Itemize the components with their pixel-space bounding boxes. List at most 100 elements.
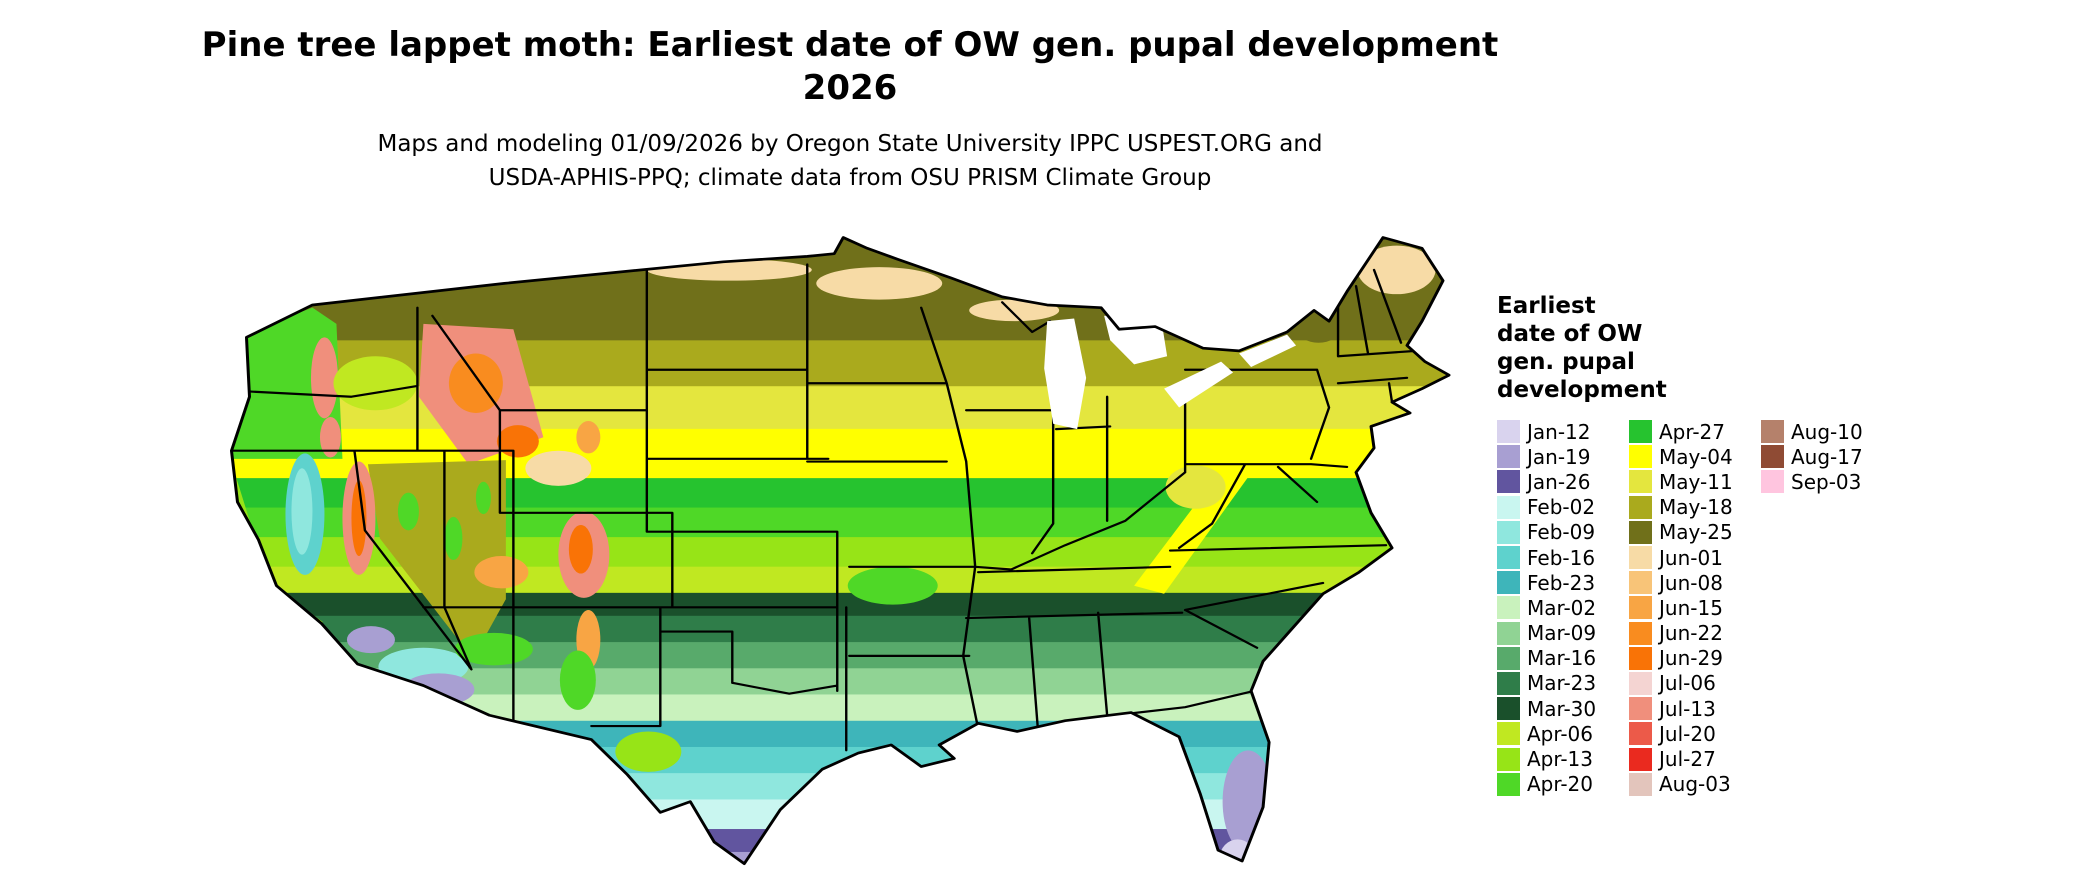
map-feature-great-basin-ranges	[397, 492, 419, 531]
map-legend: Earliest date of OW gen. pupal developme…	[1497, 292, 2077, 797]
legend-date-label: Sep-03	[1791, 469, 1862, 494]
title-line-2: 2026	[802, 68, 898, 108]
legend-date-label: Mar-02	[1527, 595, 1597, 620]
map-feature-northern-minnesota	[816, 267, 943, 300]
legend-date-label: Apr-20	[1527, 772, 1593, 797]
legend-date-label: Apr-06	[1527, 721, 1593, 746]
legend-swatch	[1629, 596, 1652, 620]
legend-column: Jan-12 Jan-19 Jan-26 Feb-02 Feb-09 Feb-16 Feb-…	[1497, 419, 1603, 797]
map-feature-sierra-crest	[351, 480, 367, 556]
legend-date-label: Feb-16	[1527, 545, 1596, 570]
page-subtitle: Maps and modeling 01/09/2026 by Oregon S…	[150, 127, 1550, 195]
subtitle-line-1: Maps and modeling 01/09/2026 by Oregon S…	[377, 131, 1323, 157]
legend-swatch	[1497, 470, 1520, 494]
legend-item: Aug-17	[1761, 444, 1867, 469]
legend-swatch	[1497, 596, 1520, 620]
legend-date-label: Apr-27	[1659, 419, 1725, 444]
map-feature-new-mexico-highlands	[559, 650, 596, 710]
legend-date-label: Jan-19	[1527, 444, 1591, 469]
map-band-Jan-26	[231, 829, 1450, 854]
legend-swatch	[1497, 697, 1520, 721]
legend-swatch	[1497, 747, 1520, 771]
legend-title-line: date of OW	[1497, 321, 1643, 347]
legend-date-label: Feb-09	[1527, 520, 1596, 545]
legend-swatch	[1497, 420, 1520, 444]
legend-item: Feb-16	[1497, 545, 1603, 570]
map-band-Feb-02	[231, 799, 1450, 831]
legend-swatch	[1497, 671, 1520, 695]
legend-date-label: Jul-20	[1659, 721, 1716, 746]
legend-swatch	[1629, 445, 1652, 469]
legend-date-label: Mar-30	[1527, 696, 1597, 721]
legend-date-label: Jun-01	[1659, 545, 1723, 570]
map-band-Mar-02	[231, 694, 1450, 722]
legend-item: Feb-02	[1497, 495, 1603, 520]
legend-item: Apr-13	[1497, 746, 1603, 771]
legend-swatch	[1497, 495, 1520, 519]
legend-swatch	[1629, 697, 1652, 721]
legend-date-label: Jul-06	[1659, 671, 1716, 696]
legend-item: Jan-19	[1497, 444, 1603, 469]
legend-item: Jun-29	[1629, 646, 1735, 671]
map-feature-northern-rockies-core	[448, 353, 503, 413]
legend-date-label: Jun-08	[1659, 570, 1723, 595]
map-feature-columbia-plateau	[333, 356, 418, 411]
legend-item: Jun-01	[1629, 545, 1735, 570]
map-feature-bighorns	[576, 421, 601, 454]
legend-title-line: gen. pupal	[1497, 349, 1635, 375]
legend-item: Mar-30	[1497, 696, 1603, 721]
lake-ontario	[1239, 334, 1297, 368]
subtitle-line-2: USDA-APHIS-PPQ; climate data from OSU PR…	[488, 165, 1212, 191]
legend-date-label: May-25	[1659, 520, 1733, 545]
legend-swatch	[1629, 621, 1652, 645]
legend-date-label: Jan-12	[1527, 419, 1591, 444]
legend-date-label: Aug-17	[1791, 444, 1863, 469]
map-overlays	[231, 245, 1436, 864]
map-feature-central-valley-core	[291, 468, 313, 555]
map-feature-ozarks	[847, 566, 938, 605]
legend-item: Jul-27	[1629, 746, 1735, 771]
map-band-Jan-19	[231, 851, 1450, 864]
legend-date-label: Feb-02	[1527, 495, 1596, 520]
legend-date-label: Aug-03	[1659, 772, 1731, 797]
legend-date-label: Jul-13	[1659, 696, 1716, 721]
legend-column: Apr-27 May-04 May-11 May-18 May-25 Jun-01 Jun-…	[1629, 419, 1735, 797]
map-feature-yellowstone	[496, 425, 539, 458]
legend-item: Feb-09	[1497, 520, 1603, 545]
legend-item: Apr-06	[1497, 721, 1603, 746]
legend-swatch	[1629, 671, 1652, 695]
legend-date-label: Jan-26	[1527, 469, 1591, 494]
legend-item: Apr-20	[1497, 772, 1603, 797]
legend-swatch	[1629, 520, 1652, 544]
legend-date-label: May-18	[1659, 495, 1733, 520]
map-feature-northern-maine	[1357, 245, 1436, 295]
legend-date-label: May-11	[1659, 469, 1733, 494]
legend-item: Aug-10	[1761, 419, 1867, 444]
map-feature-colorado-rockies-crest	[568, 524, 593, 574]
legend-item: Jun-15	[1629, 595, 1735, 620]
legend-item: Mar-02	[1497, 595, 1603, 620]
legend-swatch	[1761, 470, 1784, 494]
map-band-Feb-16	[231, 746, 1450, 775]
legend-date-label: Jun-29	[1659, 646, 1723, 671]
map-feature-arizona-desert	[402, 673, 475, 706]
legend-swatch	[1497, 621, 1520, 645]
map-band-Jan-12	[212, 872, 1464, 888]
legend-date-label: Mar-09	[1527, 621, 1597, 646]
legend-date-label: Jun-22	[1659, 621, 1723, 646]
legend-date-label: Jun-15	[1659, 595, 1723, 620]
legend-swatch	[1629, 747, 1652, 771]
legend-swatch	[1629, 546, 1652, 570]
legend-swatch	[1629, 495, 1652, 519]
legend-item: May-18	[1629, 495, 1735, 520]
legend-item: Mar-09	[1497, 621, 1603, 646]
map-feature-great-basin-ranges	[444, 516, 463, 561]
legend-swatch	[1629, 722, 1652, 746]
legend-date-label: Jul-27	[1659, 747, 1716, 772]
map-feature-socal-desert	[346, 626, 395, 654]
legend-item: Jun-08	[1629, 570, 1735, 595]
us-outline	[229, 236, 1451, 866]
map-feature-west-texas-mountains	[615, 731, 682, 772]
map-band-Feb-23	[231, 720, 1450, 749]
legend-swatch	[1629, 470, 1652, 494]
